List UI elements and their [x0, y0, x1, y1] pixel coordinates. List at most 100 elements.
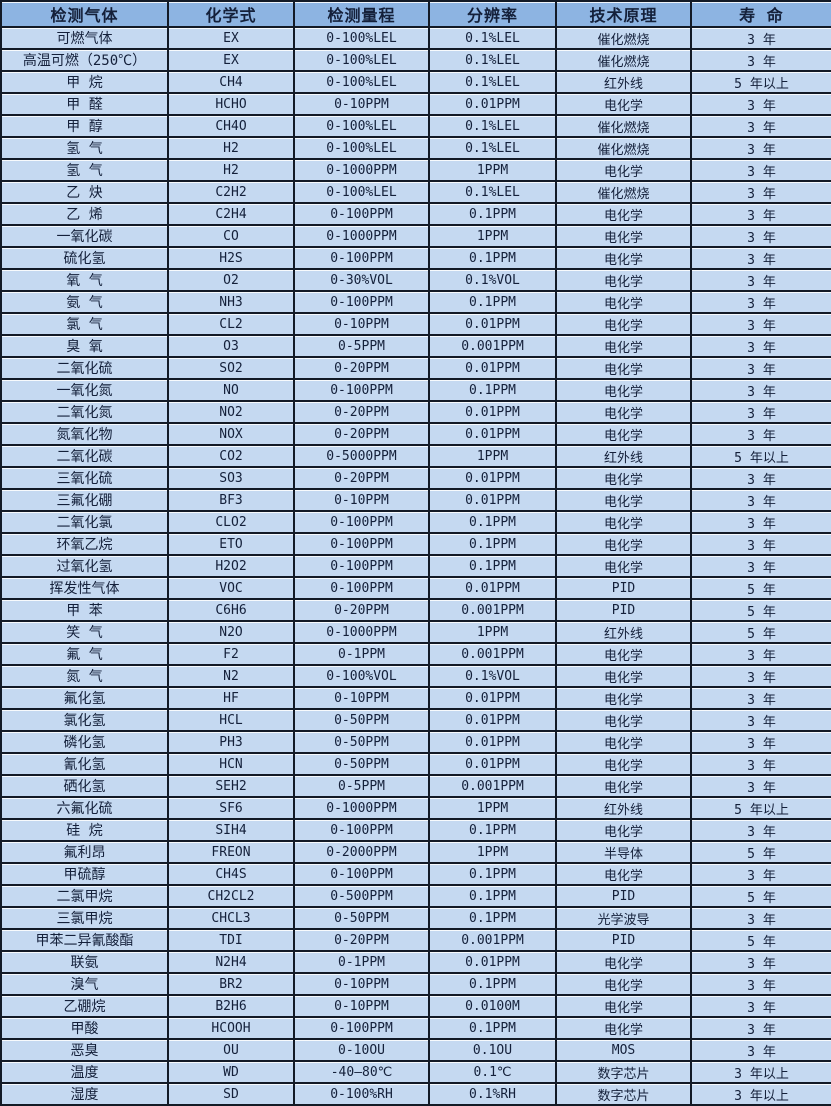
gas-name-cell: 一氧化碳 [2, 226, 169, 248]
column-header-range: 检测量程 [295, 2, 430, 28]
lifespan-cell: 3 年 [692, 732, 831, 754]
lifespan-cell: 3 年 [692, 204, 831, 226]
formula-cell: CH4S [169, 864, 295, 886]
formula-cell: C2H4 [169, 204, 295, 226]
gas-name-cell: 二氧化氯 [2, 512, 169, 534]
formula-cell: VOC [169, 578, 295, 600]
table-row: 硫化氢 H2S 0-100PPM 0.1PPM 电化学 3 年 [2, 248, 831, 270]
resolution-cell: 0.001PPM [430, 930, 557, 952]
table-row: 乙硼烷 B2H6 0-10PPM 0.0100M 电化学 3 年 [2, 996, 831, 1018]
formula-cell: PH3 [169, 732, 295, 754]
range-cell: 0-20PPM [295, 468, 430, 490]
gas-name-cell: 高温可燃（250℃） [2, 50, 169, 72]
principle-cell: PID [557, 600, 692, 622]
gas-name-cell: 甲苯二异氰酸酯 [2, 930, 169, 952]
principle-cell: MOS [557, 1040, 692, 1062]
table-row: 甲 醇 CH4O 0-100%LEL 0.1%LEL 催化燃烧 3 年 [2, 116, 831, 138]
column-header-gas-name: 检测气体 [2, 2, 169, 28]
gas-name-cell: 乙 炔 [2, 182, 169, 204]
range-cell: 0-20PPM [295, 930, 430, 952]
range-cell: 0-100PPM [295, 512, 430, 534]
table-row: 湿度 SD 0-100%RH 0.1%RH 数字芯片 3 年以上 [2, 1084, 831, 1106]
resolution-cell: 1PPM [430, 160, 557, 182]
lifespan-cell: 3 年 [692, 710, 831, 732]
range-cell: 0-100PPM [295, 248, 430, 270]
table-row: 二氧化硫 SO2 0-20PPM 0.01PPM 电化学 3 年 [2, 358, 831, 380]
lifespan-cell: 3 年 [692, 974, 831, 996]
resolution-cell: 0.001PPM [430, 600, 557, 622]
gas-name-cell: 甲 醇 [2, 116, 169, 138]
formula-cell: EX [169, 50, 295, 72]
resolution-cell: 0.01PPM [430, 688, 557, 710]
table-row: 可燃气体 EX 0-100%LEL 0.1%LEL 催化燃烧 3 年 [2, 28, 831, 50]
lifespan-cell: 3 年 [692, 336, 831, 358]
range-cell: 0-10PPM [295, 490, 430, 512]
table-row: 高温可燃（250℃） EX 0-100%LEL 0.1%LEL 催化燃烧 3 年 [2, 50, 831, 72]
resolution-cell: 0.1%VOL [430, 270, 557, 292]
principle-cell: 催化燃烧 [557, 138, 692, 160]
lifespan-cell: 3 年 [692, 1018, 831, 1040]
resolution-cell: 0.0100M [430, 996, 557, 1018]
lifespan-cell: 3 年 [692, 556, 831, 578]
table-row: 氨 气 NH3 0-100PPM 0.1PPM 电化学 3 年 [2, 292, 831, 314]
principle-cell: PID [557, 886, 692, 908]
resolution-cell: 1PPM [430, 622, 557, 644]
gas-name-cell: 环氧乙烷 [2, 534, 169, 556]
principle-cell: 电化学 [557, 204, 692, 226]
table-row: 乙 炔 C2H2 0-100%LEL 0.1%LEL 催化燃烧 3 年 [2, 182, 831, 204]
principle-cell: 电化学 [557, 358, 692, 380]
resolution-cell: 0.1%LEL [430, 28, 557, 50]
gas-name-cell: 甲酸 [2, 1018, 169, 1040]
principle-cell: 电化学 [557, 424, 692, 446]
principle-cell: 电化学 [557, 864, 692, 886]
principle-cell: 电化学 [557, 666, 692, 688]
gas-name-cell: 氟 气 [2, 644, 169, 666]
table-row: 氮氧化物 NOX 0-20PPM 0.01PPM 电化学 3 年 [2, 424, 831, 446]
resolution-cell: 0.1PPM [430, 534, 557, 556]
formula-cell: SF6 [169, 798, 295, 820]
resolution-cell: 1PPM [430, 226, 557, 248]
formula-cell: OU [169, 1040, 295, 1062]
resolution-cell: 0.1%LEL [430, 138, 557, 160]
table-row: 二氧化碳 CO2 0-5000PPM 1PPM 红外线 5 年以上 [2, 446, 831, 468]
lifespan-cell: 3 年 [692, 424, 831, 446]
range-cell: 0-1PPM [295, 644, 430, 666]
range-cell: 0-50PPM [295, 908, 430, 930]
table-row: 三氯甲烷 CHCL3 0-50PPM 0.1PPM 光学波导 3 年 [2, 908, 831, 930]
table-row: 联氨 N2H4 0-1PPM 0.01PPM 电化学 3 年 [2, 952, 831, 974]
table-row: 甲硫醇 CH4S 0-100PPM 0.1PPM 电化学 3 年 [2, 864, 831, 886]
principle-cell: PID [557, 930, 692, 952]
range-cell: 0-100PPM [295, 578, 430, 600]
gas-name-cell: 二氧化碳 [2, 446, 169, 468]
principle-cell: 电化学 [557, 952, 692, 974]
gas-name-cell: 氢 气 [2, 160, 169, 182]
range-cell: 0-100%VOL [295, 666, 430, 688]
formula-cell: SO3 [169, 468, 295, 490]
range-cell: 0-50PPM [295, 710, 430, 732]
lifespan-cell: 5 年以上 [692, 446, 831, 468]
formula-cell: SEH2 [169, 776, 295, 798]
table-row: 恶臭 OU 0-10OU 0.1OU MOS 3 年 [2, 1040, 831, 1062]
range-cell: 0-100PPM [295, 292, 430, 314]
lifespan-cell: 3 年 [692, 864, 831, 886]
principle-cell: 半导体 [557, 842, 692, 864]
table-row: 氢 气 H2 0-1000PPM 1PPM 电化学 3 年 [2, 160, 831, 182]
table-row: 笑 气 N2O 0-1000PPM 1PPM 红外线 5 年 [2, 622, 831, 644]
principle-cell: 电化学 [557, 490, 692, 512]
resolution-cell: 0.01PPM [430, 358, 557, 380]
resolution-cell: 0.01PPM [430, 490, 557, 512]
formula-cell: SO2 [169, 358, 295, 380]
formula-cell: B2H6 [169, 996, 295, 1018]
table-row: 一氧化氮 NO 0-100PPM 0.1PPM 电化学 3 年 [2, 380, 831, 402]
gas-name-cell: 氯化氢 [2, 710, 169, 732]
formula-cell: BR2 [169, 974, 295, 996]
formula-cell: TDI [169, 930, 295, 952]
table-row: 六氟化硫 SF6 0-1000PPM 1PPM 红外线 5 年以上 [2, 798, 831, 820]
principle-cell: 红外线 [557, 622, 692, 644]
range-cell: 0-1000PPM [295, 798, 430, 820]
range-cell: 0-100%LEL [295, 50, 430, 72]
range-cell: 0-20PPM [295, 600, 430, 622]
range-cell: 0-20PPM [295, 402, 430, 424]
range-cell: 0-100PPM [295, 556, 430, 578]
formula-cell: F2 [169, 644, 295, 666]
